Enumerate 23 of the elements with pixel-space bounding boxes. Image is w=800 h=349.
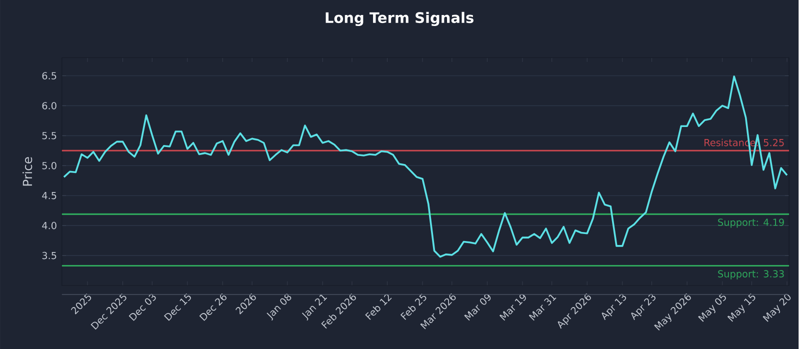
y-tick-label: 6.5	[42, 72, 56, 80]
y-tick-label: 3.5	[42, 252, 56, 259]
y-tick-label: 5.5	[42, 132, 56, 140]
x-tick-label: Jan 21	[302, 294, 328, 320]
x-tick-label: Mar 31	[528, 294, 556, 320]
x-tick-label: Dec 15	[164, 293, 191, 321]
chart-title: Long Term Signals	[326, 12, 474, 26]
y-tick-label: 4.0	[42, 222, 56, 230]
x-tick-label: Dec 03	[128, 294, 156, 321]
x-tick-label: Mar 19	[499, 294, 526, 320]
y-axis-title: Price	[22, 156, 32, 186]
y-tick-label: 6.0	[42, 102, 56, 110]
x-tick-label: Feb 25	[400, 293, 426, 320]
x-tick-label: Dec 26	[199, 293, 226, 321]
x-tick-label: Apr 23	[631, 294, 656, 320]
ref-line-label: Support: 3.33	[718, 270, 784, 280]
y-tick-label: 4.5	[42, 192, 56, 200]
x-tick-label: Feb 12	[365, 294, 392, 320]
x-tick-label: Jan 08	[266, 294, 292, 320]
x-tick-label: Apr 13	[602, 294, 626, 320]
ref-line-label: Support: 4.19	[718, 218, 784, 228]
x-tick-label: Mar 09	[464, 294, 491, 320]
y-tick-label: 5.0	[42, 162, 56, 170]
